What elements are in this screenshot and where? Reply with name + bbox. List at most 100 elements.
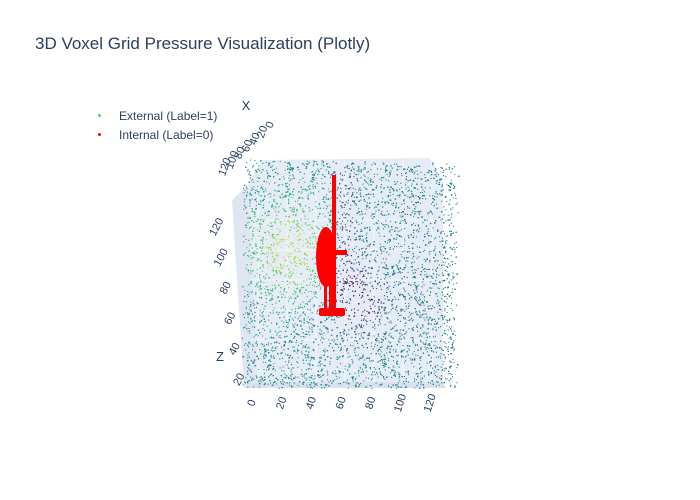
external-point <box>387 273 389 275</box>
external-point <box>284 288 286 290</box>
external-point <box>275 348 277 350</box>
external-point <box>325 196 327 198</box>
external-point <box>265 301 267 303</box>
external-point <box>311 375 313 377</box>
external-point <box>445 319 447 321</box>
external-point <box>393 163 395 165</box>
external-point <box>249 332 251 334</box>
external-point <box>244 295 246 297</box>
external-point <box>378 306 380 308</box>
external-point <box>284 161 286 163</box>
external-point <box>435 348 437 350</box>
external-point <box>431 287 433 289</box>
external-point <box>329 361 331 363</box>
external-point <box>259 379 261 381</box>
external-point <box>259 286 261 288</box>
external-point <box>350 170 352 172</box>
external-point <box>345 226 347 228</box>
external-point <box>420 348 422 350</box>
external-point <box>299 179 301 181</box>
external-point <box>429 318 431 320</box>
external-point <box>450 222 452 224</box>
external-point <box>290 370 292 372</box>
external-point <box>332 371 334 373</box>
external-point <box>256 201 258 203</box>
external-point <box>276 334 278 336</box>
external-point <box>365 357 367 359</box>
external-point <box>314 378 316 380</box>
external-point <box>352 282 354 284</box>
external-point <box>247 217 249 219</box>
external-point <box>355 328 357 330</box>
external-point <box>446 325 448 327</box>
external-point <box>447 287 449 289</box>
external-point <box>319 305 321 307</box>
external-point <box>384 378 386 380</box>
external-point <box>305 303 307 305</box>
external-point <box>289 221 291 223</box>
external-point <box>278 336 280 338</box>
external-point <box>417 229 419 231</box>
external-point <box>435 182 437 184</box>
external-point <box>390 170 392 172</box>
external-point <box>285 224 287 226</box>
external-point <box>306 279 308 281</box>
external-point <box>343 339 345 341</box>
external-point <box>392 337 394 339</box>
legend-item-internal[interactable]: Internal (Label=0) <box>92 125 217 144</box>
external-point <box>382 362 384 364</box>
external-point <box>314 293 316 295</box>
external-point <box>279 367 281 369</box>
external-point <box>398 376 400 378</box>
external-point <box>248 363 250 365</box>
external-point <box>304 188 306 190</box>
external-point <box>339 265 341 267</box>
external-point <box>278 331 280 333</box>
external-point <box>345 214 347 216</box>
external-point <box>315 206 317 208</box>
external-point <box>448 373 450 375</box>
external-point <box>388 180 390 182</box>
external-point <box>273 200 275 202</box>
external-point <box>407 168 409 170</box>
external-point <box>353 269 355 271</box>
external-point <box>298 225 300 227</box>
legend-item-external[interactable]: External (Label=1) <box>92 106 217 125</box>
external-point <box>362 363 364 365</box>
external-point <box>439 251 441 253</box>
external-point <box>430 235 432 237</box>
external-point <box>415 269 417 271</box>
external-point <box>288 167 290 169</box>
external-point <box>368 333 370 335</box>
external-point <box>317 309 319 311</box>
external-point <box>444 309 446 311</box>
external-point <box>268 263 270 265</box>
external-point <box>363 281 365 283</box>
external-point <box>351 277 353 279</box>
external-point <box>442 319 444 321</box>
external-point <box>418 284 420 286</box>
external-point <box>380 312 382 314</box>
external-point <box>267 344 269 346</box>
external-point <box>426 332 428 334</box>
external-point <box>383 295 385 297</box>
external-point <box>443 332 445 334</box>
external-point <box>278 387 280 389</box>
external-point <box>382 206 384 208</box>
external-point <box>381 210 383 212</box>
external-point <box>267 247 269 249</box>
external-point <box>359 193 361 195</box>
external-point <box>442 294 444 296</box>
external-point <box>407 257 409 259</box>
external-point <box>314 324 316 326</box>
external-point <box>287 300 289 302</box>
external-point <box>424 346 426 348</box>
external-point <box>404 168 406 170</box>
external-point <box>363 174 365 176</box>
external-point <box>452 333 454 335</box>
external-point <box>359 279 361 281</box>
external-point <box>342 338 344 340</box>
external-point <box>341 202 343 204</box>
legend[interactable]: External (Label=1) Internal (Label=0) <box>92 106 217 144</box>
